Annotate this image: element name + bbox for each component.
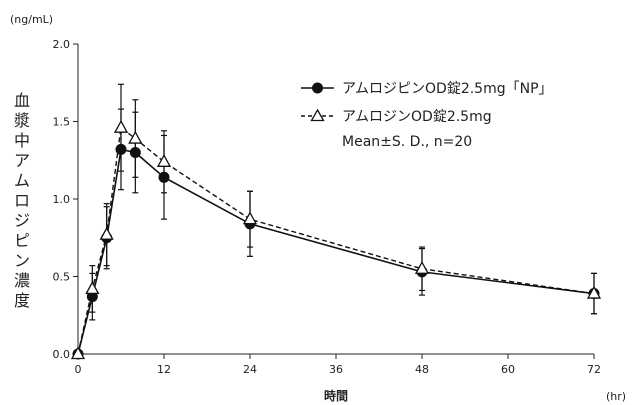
y-axis-title-char: ム [14,171,30,190]
x-unit-label: (hr) [606,390,626,403]
x-tick-label: 48 [415,363,429,376]
series-2 [70,83,602,360]
series-layer [70,83,602,360]
y-axis-ticks: 0.0 0.5 1.0 1.5 2.0 [53,38,78,361]
series-1 [72,108,600,360]
data-point [128,130,143,144]
x-tick-label: 60 [501,363,515,376]
y-unit-label: (ng/mL) [10,13,53,26]
series-line [77,148,595,355]
series-line [77,126,595,355]
data-point [414,260,430,274]
x-axis-ticks: 0 12 24 36 48 60 72 [75,354,601,376]
y-axis-title-char: ン [14,251,30,270]
y-tick-label: 1.0 [53,193,71,206]
legend-marker-amlodin [310,108,325,122]
data-point [156,153,172,167]
y-axis-title-char: 濃 [14,271,30,290]
legend-label-np: アムロジピンOD錠2.5mg「NP」 [342,81,553,97]
y-tick-label: 2.0 [53,38,71,51]
x-axis-title: 時間 [324,388,348,403]
x-tick-label: 36 [329,363,343,376]
legend-label-amlodin: アムロジンOD錠2.5mg [342,109,492,125]
data-point [99,226,114,240]
y-tick-label: 0.5 [53,271,71,284]
y-tick-label: 0.0 [53,348,71,361]
x-tick-label: 0 [75,363,82,376]
y-axis-title-char: ロ [14,191,30,210]
data-point [85,281,100,295]
legend-marker-np [312,82,323,94]
data-point [242,211,258,225]
y-axis-title-char: ジ [14,211,30,230]
legend-note: Mean±S. D., n=20 [342,134,472,150]
data-point [113,119,129,133]
y-axis-title-char: 度 [14,291,30,310]
y-axis-title-char: ピ [14,231,30,250]
y-axis-title-char: 血 [14,91,30,110]
y-tick-label: 1.5 [53,116,71,129]
y-axis-title-char: ア [14,151,30,170]
data-point [70,346,86,360]
x-tick-label: 24 [243,363,257,376]
x-tick-label: 12 [157,363,171,376]
y-axis-title-char: 漿 [14,111,30,130]
x-tick-label: 72 [587,363,601,376]
y-axis-title-char: 中 [14,131,30,150]
legend: アムロジピンOD錠2.5mg「NP」 アムロジンOD錠2.5mg Mean±S.… [301,81,553,150]
data-point [586,285,602,299]
